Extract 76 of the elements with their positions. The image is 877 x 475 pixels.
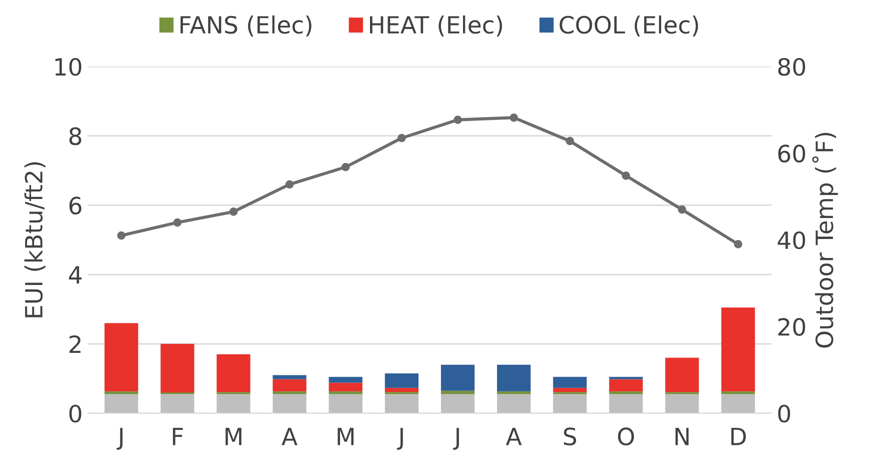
bar xyxy=(609,376,643,380)
legend-label: COOL (Elec) xyxy=(560,15,698,37)
bar xyxy=(384,373,419,388)
bar xyxy=(104,394,138,414)
bar xyxy=(665,394,699,414)
bar xyxy=(328,382,362,392)
y-axis-title: EUI (kBtu/ft2) xyxy=(24,162,46,318)
bar xyxy=(553,394,587,414)
bar xyxy=(609,379,643,392)
bar xyxy=(272,394,306,414)
bar xyxy=(497,364,531,392)
x-tick-label: J xyxy=(116,428,123,450)
point xyxy=(341,162,350,172)
x-tick-label: M xyxy=(226,428,242,446)
bar xyxy=(216,354,250,392)
bar xyxy=(665,358,699,392)
bar xyxy=(609,394,643,414)
point xyxy=(678,205,686,214)
bar xyxy=(553,376,587,388)
point xyxy=(622,172,630,180)
bar xyxy=(104,323,138,392)
y-tick-label: 0 xyxy=(69,404,82,423)
bar xyxy=(328,394,362,414)
y2-tick-label: 40 xyxy=(778,231,806,250)
point xyxy=(566,136,574,146)
bar xyxy=(384,388,419,392)
bar xyxy=(721,391,755,394)
x-tick-label: A xyxy=(282,428,298,446)
x-tick-label: S xyxy=(564,428,576,446)
point xyxy=(229,208,238,216)
y-tick-label: 4 xyxy=(68,266,82,284)
point xyxy=(285,180,294,189)
x-tick-label: J xyxy=(453,428,459,450)
point xyxy=(454,116,462,124)
bar xyxy=(721,394,755,414)
bar xyxy=(440,364,475,391)
x-tick-label: A xyxy=(506,428,522,446)
bar xyxy=(272,375,306,380)
legend-label: HEAT (Elec) xyxy=(370,15,502,37)
bar xyxy=(104,391,138,394)
point xyxy=(398,134,406,142)
bar xyxy=(328,376,362,383)
y2-tick-label: 20 xyxy=(778,318,806,336)
bar xyxy=(721,307,755,392)
bar xyxy=(272,379,306,392)
x-tick-label: D xyxy=(731,428,746,446)
legend-label: FANS (Elec) xyxy=(180,15,312,37)
y-tick-label: 6 xyxy=(69,196,82,215)
bar xyxy=(272,391,306,394)
point xyxy=(117,231,126,240)
point xyxy=(173,218,182,227)
x-tick-label: N xyxy=(676,428,689,446)
bar xyxy=(328,391,362,394)
y-tick-label: 10 xyxy=(55,58,82,76)
bar xyxy=(160,394,194,414)
x-tick-label: J xyxy=(396,428,403,450)
bar xyxy=(497,394,531,414)
point xyxy=(510,113,518,122)
x-tick-label: M xyxy=(338,428,354,446)
bar xyxy=(497,391,531,394)
bar xyxy=(609,391,643,394)
x-tick-label: F xyxy=(172,428,183,446)
point xyxy=(734,240,742,248)
y2-tick-label: 0 xyxy=(778,404,790,423)
y-tick-label: 8 xyxy=(69,127,82,146)
y-tick-label: 2 xyxy=(70,335,80,353)
bar xyxy=(440,394,475,414)
bar xyxy=(440,390,475,394)
bar xyxy=(384,394,419,414)
bar xyxy=(216,394,250,414)
y2-tick-label: 80 xyxy=(778,58,806,76)
x-tick-label: O xyxy=(618,428,634,446)
y2-tick-label: 60 xyxy=(778,144,806,162)
bar xyxy=(553,388,587,392)
bar xyxy=(160,344,194,392)
y2-axis-title: Outdoor Temp (˚F) xyxy=(812,132,838,348)
